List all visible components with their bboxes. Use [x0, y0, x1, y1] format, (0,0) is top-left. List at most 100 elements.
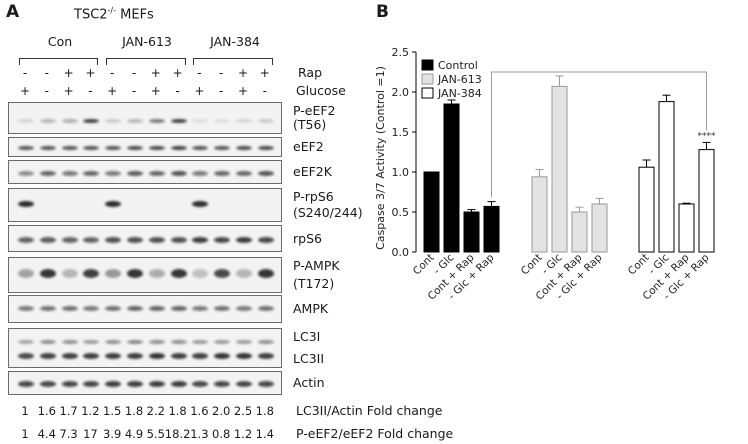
treatment-sign: + — [237, 66, 249, 80]
blot-band — [39, 268, 56, 278]
blot-band — [236, 353, 252, 360]
blot-band — [236, 339, 252, 344]
blot-strip — [8, 225, 282, 252]
treatment-row-label: Rap — [298, 65, 323, 80]
blot-band — [105, 201, 122, 208]
blot-label: eEF2K — [293, 164, 332, 179]
blot-band — [214, 339, 231, 344]
blot-band — [127, 353, 143, 360]
treatment-sign: - — [22, 66, 28, 80]
panel-a-letter: A — [6, 2, 20, 22]
category-label: Cont — [519, 252, 545, 278]
group-label: JAN-613 — [122, 34, 172, 49]
blot-band — [105, 170, 122, 176]
blot-band — [148, 268, 165, 278]
blot-band — [83, 170, 100, 176]
blot-label: Actin — [293, 375, 325, 390]
blot-band — [127, 118, 143, 123]
blot-band — [18, 339, 34, 344]
blot-band — [148, 353, 165, 360]
treatment-sign: - — [219, 66, 224, 80]
treatment-sign: + — [150, 66, 161, 80]
blot-band — [18, 381, 34, 387]
blot-band — [236, 170, 252, 176]
blot-band — [148, 306, 165, 312]
bar — [423, 171, 440, 253]
blot-label-secondary: (S240/244) — [293, 205, 363, 220]
blot-strip — [8, 371, 282, 395]
blot-band — [192, 306, 209, 312]
blot-band — [18, 306, 34, 312]
blot-band — [105, 381, 122, 387]
blot-band — [83, 268, 100, 278]
blot-band — [61, 353, 78, 360]
blot-band — [39, 339, 56, 344]
bar — [698, 149, 715, 253]
fold-value: 4.4 — [37, 427, 56, 441]
fold-value: 18.2 — [164, 427, 191, 441]
y-tick-label: 2.0 — [392, 86, 410, 99]
group-label: Con — [47, 34, 73, 49]
blot-band — [236, 268, 252, 278]
blot-band — [192, 353, 209, 360]
fold-value: 1.7 — [59, 404, 78, 418]
treatment-sign: - — [44, 66, 49, 80]
blot-band — [127, 268, 143, 278]
fold-row-label: LC3II/Actin Fold change — [296, 403, 443, 418]
blot-band — [18, 268, 34, 278]
blot-band — [148, 236, 165, 243]
fold-value: 17 — [83, 427, 98, 441]
blot-band — [257, 170, 274, 176]
blot-label: P-eEF2 — [293, 103, 336, 118]
blot-band — [257, 339, 274, 344]
blot-band — [214, 381, 231, 387]
blot-band — [18, 118, 34, 123]
bar — [658, 101, 675, 253]
blot-band — [257, 146, 274, 150]
blot-band — [192, 268, 209, 278]
bar — [638, 166, 655, 253]
fold-row-label: P-eEF2/eEF2 Fold change — [296, 426, 454, 441]
fold-value: 2.5 — [233, 404, 253, 418]
legend-swatch — [421, 87, 434, 99]
blot-band — [39, 170, 56, 176]
blot-band — [148, 339, 165, 344]
treatment-sign: + — [63, 66, 74, 80]
blot-band — [105, 146, 122, 150]
blot-band — [127, 236, 143, 243]
blot-label: P-rpS6 — [293, 189, 334, 204]
blot-band — [192, 170, 209, 176]
treatment-sign: + — [107, 84, 118, 98]
treatment-sign: + — [259, 66, 270, 80]
blot-band — [127, 339, 143, 344]
blot-band — [214, 268, 231, 278]
blot-label: AMPK — [293, 301, 329, 316]
blot-band — [127, 306, 143, 312]
fold-value: 1.8 — [124, 404, 144, 418]
legend-label: JAN-613 — [437, 73, 482, 86]
blot-band — [170, 146, 187, 150]
fold-value: 4.9 — [124, 427, 144, 441]
blot-band — [61, 306, 78, 312]
treatment-sign: + — [150, 84, 161, 98]
treatment-sign: - — [262, 84, 267, 98]
treatment-sign: + — [19, 84, 31, 98]
blot-band — [18, 170, 34, 176]
blot-band — [148, 118, 165, 123]
bar — [551, 85, 568, 253]
treatment-sign: - — [131, 84, 137, 98]
blot-band — [257, 381, 274, 387]
blot-label-secondary: (T172) — [293, 276, 335, 291]
treatment-sign: - — [44, 84, 49, 98]
blot-strip — [8, 102, 282, 134]
blot-band — [127, 146, 143, 150]
bar — [483, 205, 500, 253]
blot-band — [257, 353, 274, 360]
blot-band — [236, 236, 252, 243]
blot-band — [39, 306, 56, 312]
blot-band — [192, 339, 209, 344]
caspase-bar-chart: 0.0 0.5 1.0 1.5 2.0 2.5 Caspase 3/7 Activity (… — [374, 46, 716, 303]
blot-band — [236, 118, 252, 123]
bar — [678, 203, 695, 253]
blot-band — [127, 381, 143, 387]
